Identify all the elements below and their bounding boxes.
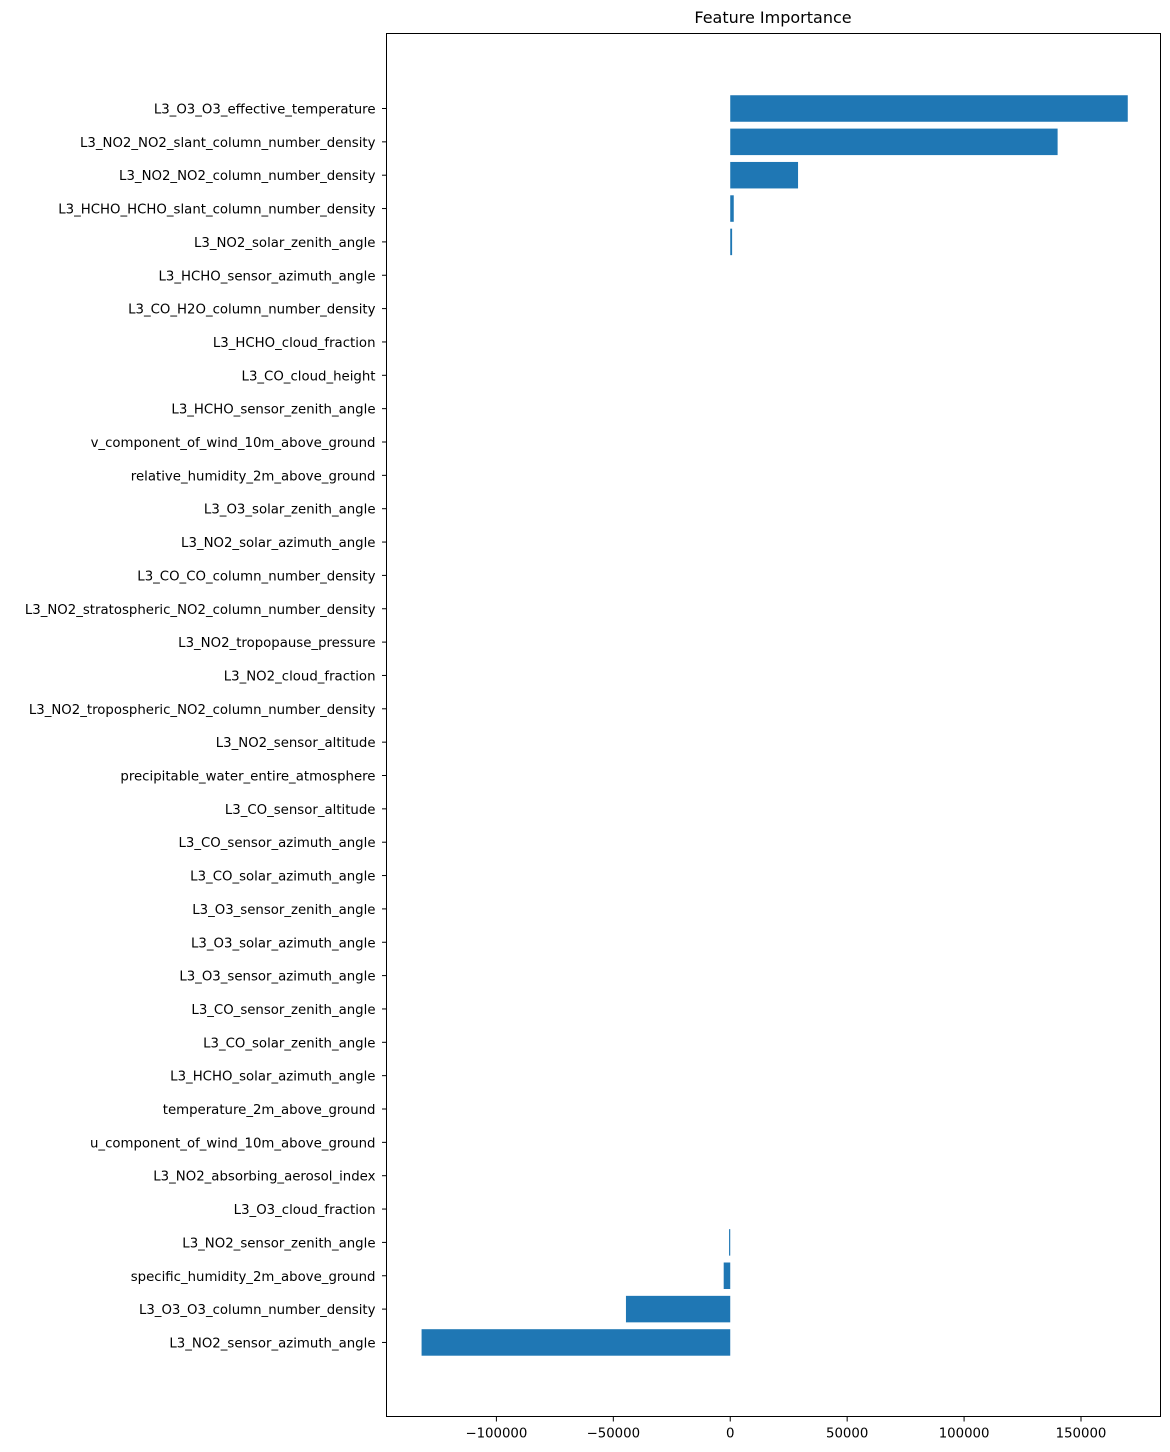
x-tick-label: 150000 <box>1056 1427 1107 1442</box>
y-tick-label: L3_O3_sensor_zenith_angle <box>192 903 375 918</box>
y-tick-label: L3_CO_CO_column_number_density <box>137 569 375 584</box>
y-tick-label: L3_CO_solar_zenith_angle <box>203 1036 375 1051</box>
bar-L3_NO2_sensor_azimuth_angle <box>421 1329 731 1356</box>
y-tick-label: temperature_2m_above_ground <box>163 1103 376 1118</box>
bar-L3_NO2_NO2_slant_column_number_density <box>730 128 1058 156</box>
y-tick-label: L3_HCHO_sensor_zenith_angle <box>171 403 375 418</box>
bar-L3_NO2_sensor_zenith_angle <box>729 1229 731 1256</box>
y-tick-label: L3_NO2_absorbing_aerosol_index <box>153 1170 375 1185</box>
bar-L3_NO2_solar_zenith_angle <box>730 228 733 256</box>
y-tick-label: L3_HCHO_cloud_fraction <box>213 336 376 351</box>
y-tick-label: L3_NO2_cloud_fraction <box>224 669 376 684</box>
y-tick-label: L3_O3_cloud_fraction <box>234 1203 376 1218</box>
bar-L3_HCHO_HCHO_slant_column_number_density <box>730 195 734 222</box>
y-tick-label: L3_NO2_solar_zenith_angle <box>194 236 376 251</box>
y-tick-label: L3_HCHO_HCHO_slant_column_number_density <box>58 203 375 218</box>
y-tick-label: L3_O3_solar_zenith_angle <box>204 503 376 518</box>
y-tick-label: v_component_of_wind_10m_above_ground <box>91 436 376 451</box>
y-tick-label: L3_CO_sensor_altitude <box>225 803 376 818</box>
y-tick-label: L3_NO2_NO2_slant_column_number_density <box>80 136 376 151</box>
x-ticks: −100000 −50000 0 50000 100000 150000 <box>465 1416 1107 1442</box>
plot-area-frame <box>386 33 1161 1417</box>
bar-L3_O3_O3_effective_temperature <box>730 95 1128 122</box>
y-tick-label: L3_O3_O3_effective_temperature <box>154 103 376 118</box>
y-tick-label: L3_NO2_stratospheric_NO2_column_number_d… <box>25 603 376 618</box>
y-tick-label: L3_CO_H2O_column_number_density <box>128 303 376 318</box>
y-tick-label: relative_humidity_2m_above_ground <box>131 469 376 484</box>
y-tick-label: L3_HCHO_sensor_azimuth_angle <box>158 269 375 284</box>
y-tick-label: L3_NO2_NO2_column_number_density <box>119 169 376 184</box>
y-tick-label: L3_NO2_sensor_azimuth_angle <box>169 1336 375 1351</box>
y-tick-label: L3_NO2_sensor_zenith_angle <box>182 1236 375 1251</box>
x-tick-label: −100000 <box>465 1427 527 1442</box>
y-tick-label: L3_NO2_tropospheric_NO2_column_number_de… <box>29 703 376 718</box>
y-tick-label: L3_CO_sensor_azimuth_angle <box>178 836 375 851</box>
y-tick-label: specific_humidity_2m_above_ground <box>131 1270 376 1285</box>
y-tick-label: L3_CO_solar_azimuth_angle <box>190 870 375 885</box>
x-tick-label: −50000 <box>587 1427 640 1442</box>
bars-group <box>421 95 1128 1356</box>
x-tick-label: 0 <box>726 1427 734 1442</box>
y-tick-label: L3_NO2_sensor_altitude <box>216 736 376 751</box>
y-tick-label: L3_O3_sensor_azimuth_angle <box>179 970 375 985</box>
x-tick-label: 50000 <box>826 1427 868 1442</box>
y-tick-label: L3_O3_solar_azimuth_angle <box>191 936 376 951</box>
y-tick-label: u_component_of_wind_10m_above_ground <box>90 1136 376 1151</box>
bar-specific_humidity_2m_above_ground <box>723 1262 731 1289</box>
y-tick-labels: L3_O3_O3_effective_temperature L3_NO2_NO2… <box>25 103 387 1351</box>
y-tick-label: L3_CO_sensor_zenith_angle <box>191 1003 375 1018</box>
y-tick-label: L3_HCHO_solar_azimuth_angle <box>170 1070 375 1085</box>
bar-L3_NO2_NO2_column_number_density <box>730 161 799 189</box>
y-tick-label: L3_O3_O3_column_number_density <box>139 1303 376 1318</box>
y-tick-label: L3_CO_cloud_height <box>242 369 376 384</box>
y-tick-label: L3_NO2_solar_azimuth_angle <box>181 536 375 551</box>
y-tick-label: precipitable_water_entire_atmosphere <box>120 770 375 785</box>
y-tick-label: L3_NO2_tropopause_pressure <box>178 636 375 651</box>
bar-L3_O3_O3_column_number_density <box>625 1295 731 1323</box>
x-tick-label: 100000 <box>939 1427 990 1442</box>
chart-title: Feature Importance <box>694 8 851 27</box>
